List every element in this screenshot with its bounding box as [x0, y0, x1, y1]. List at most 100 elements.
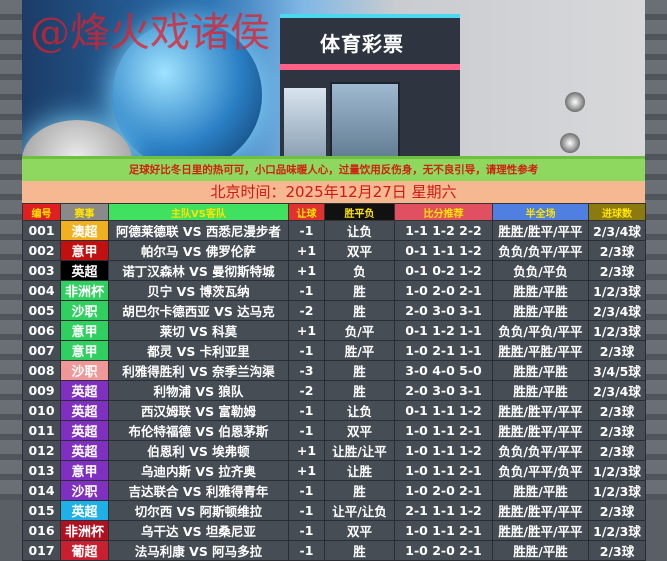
handicap: -1 — [288, 340, 325, 361]
match-number: 007 — [22, 340, 61, 361]
table-row: 004 非洲杯 贝宁 VS 博茨瓦纳 -1 胜 1-0 2-0 2-1 胜胜/平胜 1/2/3… — [22, 280, 646, 301]
match-number: 015 — [22, 500, 61, 521]
match-teams: 法马利康 VS 阿马多拉 — [108, 540, 289, 561]
result-pick: 让平/让负 — [324, 500, 395, 521]
score-picks: 0-1 1-1 1-2 — [394, 240, 493, 261]
half-full-pick: 负负/平负 — [492, 260, 589, 281]
score-picks: 0-1 1-1 1-2 — [394, 400, 493, 421]
league-badge: 沙职 — [60, 480, 109, 501]
table-row: 003 英超 诺丁汉森林 VS 曼彻斯特城 +1 负 0-1 0-2 1-2 负负/平负 2/… — [22, 260, 646, 281]
football-image — [112, 20, 262, 156]
half-full-pick: 胜胜/胜平/平平 — [492, 220, 589, 241]
score-picks: 1-0 2-1 1-1 — [394, 340, 493, 361]
poster: 体育彩票 @烽火戏诸侯 足球好比冬日里的热可可，小口品味暖人心，过量饮用反伤身，… — [22, 0, 646, 561]
score-picks: 0-1 0-2 1-2 — [394, 260, 493, 281]
handicap: +1 — [288, 460, 325, 481]
match-number: 006 — [22, 320, 61, 341]
match-table: 编号 赛事 主队VS客队 让球 胜平负 比分推荐 半全场 进球数 001 澳超 阿德莱德联 VS … — [22, 203, 646, 561]
table-row: 017 葡超 法马利康 VS 阿马多拉 -1 胜 1-0 2-0 2-1 胜胜/平胜 2/3球 — [22, 540, 646, 561]
half-full-pick: 负负/平平/负平 — [492, 460, 589, 481]
half-full-pick: 胜胜/平胜/平平 — [492, 340, 589, 361]
handicap: +1 — [288, 440, 325, 461]
football-image — [565, 92, 585, 112]
goals-pick: 2/3球 — [588, 420, 646, 441]
handicap: -1 — [288, 280, 325, 301]
match-number: 002 — [22, 240, 61, 261]
goals-pick: 2/3/4球 — [588, 380, 646, 401]
result-pick: 让胜 — [324, 460, 395, 481]
league-badge: 英超 — [60, 500, 109, 521]
match-teams: 乌干达 VS 坦桑尼亚 — [108, 520, 289, 541]
result-pick: 双平 — [324, 420, 395, 441]
lottery-store-image: 体育彩票 — [280, 14, 460, 156]
header-scores: 比分推荐 — [394, 203, 493, 221]
score-picks: 1-0 2-0 2-1 — [394, 480, 493, 501]
match-number: 008 — [22, 360, 61, 381]
league-badge: 沙职 — [60, 300, 109, 321]
table-row: 013 意甲 乌迪内斯 VS 拉齐奥 +1 让胜 1-0 1-1 2-1 负负/平平/负平 1… — [22, 460, 646, 481]
header-number: 编号 — [22, 203, 61, 221]
table-row: 011 英超 布伦特福德 VS 伯恩茅斯 -1 双平 1-0 1-1 2-1 胜胜/胜平/平… — [22, 420, 646, 441]
half-full-pick: 胜胜/胜平/平平 — [492, 500, 589, 521]
table-row: 005 沙职 胡巴尔卡德西亚 VS 达马克 -2 胜 2-0 3-0 3-1 胜胜/平胜 2/… — [22, 300, 646, 321]
score-picks: 1-0 2-0 2-1 — [394, 540, 493, 561]
match-teams: 布伦特福德 VS 伯恩茅斯 — [108, 420, 289, 441]
header-result: 胜平负 — [324, 203, 395, 221]
league-badge: 英超 — [60, 260, 109, 281]
match-teams: 西汉姆联 VS 富勒姆 — [108, 400, 289, 421]
goals-pick: 2/3球 — [588, 540, 646, 561]
result-pick: 胜 — [324, 540, 395, 561]
handicap: -2 — [288, 300, 325, 321]
left-border — [0, 0, 22, 500]
score-picks: 1-0 1-1 2-1 — [394, 460, 493, 481]
goals-pick: 2/3球 — [588, 340, 646, 361]
goals-pick: 2/3/4球 — [588, 300, 646, 321]
result-pick: 双平 — [324, 240, 395, 261]
match-number: 001 — [22, 220, 61, 241]
store-sign: 体育彩票 — [320, 32, 404, 56]
goals-pick: 1/2/3球 — [588, 460, 646, 481]
half-full-pick: 胜胜/胜平/平平 — [492, 400, 589, 421]
handicap: -1 — [288, 540, 325, 561]
match-teams: 伯恩利 VS 埃弗顿 — [108, 440, 289, 461]
league-badge: 意甲 — [60, 340, 109, 361]
match-number: 009 — [22, 380, 61, 401]
match-teams: 胡巴尔卡德西亚 VS 达马克 — [108, 300, 289, 321]
league-badge: 非洲杯 — [60, 520, 109, 541]
half-full-pick: 负负/负平/平平 — [492, 440, 589, 461]
half-full-pick: 胜胜/胜平/平平 — [492, 420, 589, 441]
right-border — [645, 0, 667, 500]
header-goals: 进球数 — [588, 203, 646, 221]
match-teams: 阿德莱德联 VS 西悉尼漫步者 — [108, 220, 289, 241]
table-row: 001 澳超 阿德莱德联 VS 西悉尼漫步者 -1 让负 1-1 1-2 2-2 胜胜/胜平… — [22, 220, 646, 241]
match-number: 016 — [22, 520, 61, 541]
header-teams: 主队VS客队 — [108, 203, 289, 221]
football-image — [560, 133, 580, 153]
match-teams: 吉达联合 VS 利雅得青年 — [108, 480, 289, 501]
result-pick: 胜 — [324, 360, 395, 381]
match-teams: 利雅得胜利 VS 奈季兰沟渠 — [108, 360, 289, 381]
goals-pick: 3/4/5球 — [588, 360, 646, 381]
league-badge: 澳超 — [60, 220, 109, 241]
match-number: 003 — [22, 260, 61, 281]
handicap: -3 — [288, 360, 325, 381]
goals-pick: 1/2/3球 — [588, 320, 646, 341]
match-teams: 利物浦 VS 狼队 — [108, 380, 289, 401]
table-row: 008 沙职 利雅得胜利 VS 奈季兰沟渠 -3 胜 3-0 4-0 5-0 胜胜/平胜 3/… — [22, 360, 646, 381]
goals-pick: 1/2/3球 — [588, 280, 646, 301]
half-full-pick: 负负/负平/平平 — [492, 240, 589, 261]
match-teams: 诺丁汉森林 VS 曼彻斯特城 — [108, 260, 289, 281]
score-picks: 1-0 1-1 1-2 — [394, 440, 493, 461]
handicap: -1 — [288, 420, 325, 441]
league-badge: 英超 — [60, 380, 109, 401]
header-half-full: 半全场 — [492, 203, 589, 221]
handicap: -1 — [288, 220, 325, 241]
league-badge: 非洲杯 — [60, 280, 109, 301]
result-pick: 胜 — [324, 280, 395, 301]
banner-image: 体育彩票 @烽火戏诸侯 — [22, 0, 645, 156]
score-picks: 1-0 1-1 2-1 — [394, 420, 493, 441]
goals-pick: 2/3球 — [588, 260, 646, 281]
date-bar: 北京时间：2025年12月27日 星期六 — [22, 181, 645, 203]
handicap: +1 — [288, 240, 325, 261]
football-image — [22, 120, 132, 156]
